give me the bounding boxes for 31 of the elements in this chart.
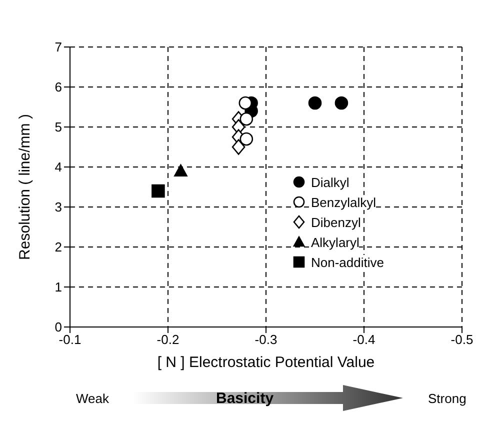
point (240, 132, 254, 146)
point (240, 112, 254, 126)
text: Weak (76, 391, 109, 406)
x-tick-label: -0.1 (58, 332, 82, 348)
legend-label: Dialkyl (311, 174, 350, 190)
y-tick-label: 6 (54, 80, 62, 95)
point (238, 96, 252, 110)
y-tick-label: 4 (54, 160, 62, 175)
x-tick-label: -0.2 (156, 332, 180, 348)
point (232, 139, 246, 155)
legend-label: Non-additive (311, 254, 384, 270)
point (308, 96, 322, 110)
x-tick-label: -0.4 (352, 332, 376, 348)
legend-label: Benzylalkyl (311, 194, 376, 210)
y-tick-label: 2 (54, 240, 62, 255)
text: Strong (428, 391, 466, 406)
x-tick-label: -0.3 (254, 332, 278, 348)
y-tick-label: 7 (54, 40, 62, 55)
text: Basicity (216, 390, 274, 407)
x-axis-title: [ N ] Electrostatic Potential Value (157, 354, 375, 371)
y-tick-label: 0 (54, 320, 62, 335)
y-tick-label: 3 (54, 200, 62, 215)
y-tick-label: 1 (54, 280, 62, 295)
legend-label: Dibenzyl (311, 214, 361, 230)
y-axis-title: Resolution ( line/mm ) (16, 114, 34, 260)
point (152, 184, 165, 198)
x-tick-label: -0.5 (450, 332, 474, 348)
point (174, 164, 188, 176)
legend-label: Alkylaryl (311, 234, 360, 250)
point (334, 96, 348, 110)
y-tick-label: 5 (54, 120, 62, 135)
